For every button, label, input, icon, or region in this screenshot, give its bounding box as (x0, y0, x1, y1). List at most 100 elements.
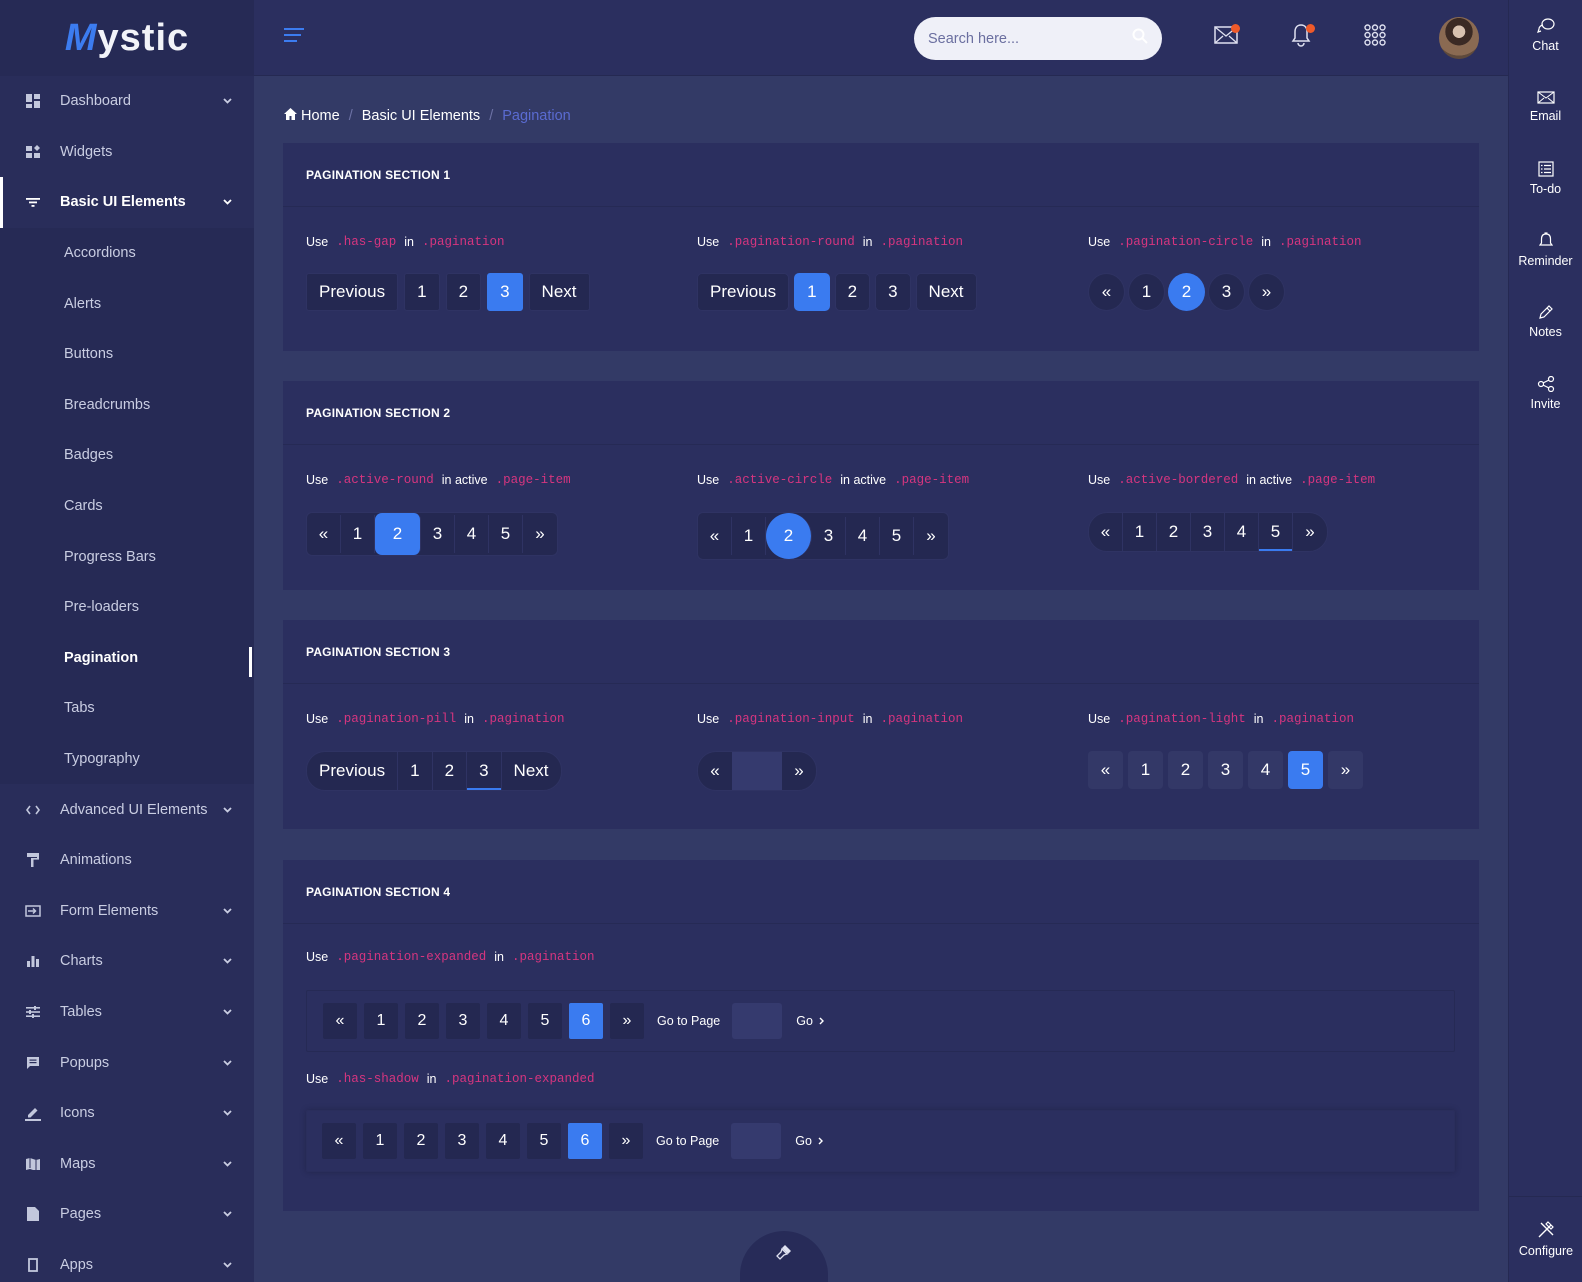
sidebar-item-widgets[interactable]: Widgets (0, 127, 254, 178)
page-2[interactable]: 2 (834, 273, 871, 311)
submenu-item-tabs[interactable]: Tabs (64, 700, 95, 717)
page-first[interactable]: « (1088, 273, 1125, 311)
page-2-active[interactable]: 2 (375, 513, 421, 555)
page-5-active[interactable]: 5 (1288, 751, 1323, 789)
quick-notes[interactable]: Notes (1509, 286, 1582, 358)
page-4[interactable]: 4 (1248, 751, 1283, 789)
avatar[interactable] (1439, 17, 1479, 59)
submenu-item-buttons[interactable]: Buttons (64, 346, 114, 363)
sidebar-item-basic-ui-elements[interactable]: Basic UI Elements (0, 177, 254, 228)
page-5[interactable]: 5 (528, 1003, 562, 1039)
sidebar-item-dashboard[interactable]: Dashboard (0, 76, 254, 127)
sidebar-item-pages[interactable]: Pages (0, 1189, 254, 1240)
page-1[interactable]: 1 (404, 273, 440, 311)
theme-customizer-button[interactable] (740, 1231, 828, 1282)
go-to-page-input[interactable] (732, 1003, 783, 1039)
page-last[interactable]: » (1328, 751, 1363, 789)
page-5-active[interactable]: 5 (1259, 513, 1293, 551)
page-3[interactable]: 3 (446, 1003, 480, 1039)
page-first[interactable]: « (698, 517, 732, 555)
page-next[interactable]: Next (915, 273, 977, 311)
page-last[interactable]: » (535, 524, 545, 543)
page-1[interactable]: 1 (364, 1003, 398, 1039)
page-3[interactable]: 3 (812, 517, 846, 555)
page-5[interactable]: 5 (527, 1123, 561, 1159)
page-4[interactable]: 4 (487, 1003, 521, 1039)
breadcrumb-parent[interactable]: Basic UI Elements (361, 108, 481, 124)
page-3[interactable]: 3 (421, 515, 455, 553)
configure-button[interactable]: Configure (1509, 1196, 1582, 1282)
submenu-item-badges[interactable]: Badges (64, 447, 114, 464)
page-1-active[interactable]: 1 (794, 273, 830, 311)
page-2[interactable]: 2 (404, 1123, 438, 1159)
submenu-item-typography[interactable]: Typography (64, 751, 140, 768)
page-1[interactable]: 1 (1123, 513, 1157, 551)
submenu-item-breadcrumbs[interactable]: Breadcrumbs (64, 396, 151, 413)
page-last[interactable]: » (926, 526, 936, 545)
page-3[interactable]: 3 (1208, 751, 1243, 789)
breadcrumb-home[interactable]: Home (301, 108, 340, 124)
go-to-page-input[interactable] (731, 1123, 782, 1159)
page-5[interactable]: 5 (880, 517, 914, 555)
page-3[interactable]: 3 (1191, 513, 1225, 551)
page-1[interactable]: 1 (732, 517, 766, 555)
go-button[interactable]: Go (796, 1014, 824, 1028)
apps-button[interactable] (1360, 22, 1390, 52)
page-1[interactable]: 1 (363, 1123, 397, 1159)
page-1[interactable]: 1 (341, 515, 375, 553)
submenu-item-cards[interactable]: Cards (64, 498, 103, 515)
page-3[interactable]: 3 (1208, 273, 1245, 311)
page-3-active[interactable]: 3 (467, 752, 502, 790)
submenu-item-accordions[interactable]: Accordions (64, 245, 136, 262)
page-2[interactable]: 2 (445, 273, 482, 311)
page-last[interactable]: » (609, 1123, 643, 1159)
page-6-active[interactable]: 6 (568, 1123, 602, 1159)
sidebar-item-apps[interactable]: Apps (0, 1240, 254, 1282)
page-2-active[interactable]: 2 (1168, 273, 1205, 311)
sidebar-item-popups[interactable]: Popups (0, 1037, 254, 1088)
page-1[interactable]: 1 (398, 752, 433, 790)
page-last[interactable]: » (1248, 273, 1285, 311)
notifications-button[interactable] (1286, 22, 1316, 52)
page-3[interactable]: 3 (445, 1123, 479, 1159)
quick-reminder[interactable]: Reminder (1509, 215, 1582, 287)
go-button[interactable]: Go (795, 1134, 823, 1148)
page-4[interactable]: 4 (455, 515, 489, 553)
page-2[interactable]: 2 (1157, 513, 1191, 551)
page-next[interactable]: Next (513, 761, 549, 780)
sidebar-item-icons[interactable]: Icons (0, 1088, 254, 1139)
mail-button[interactable] (1211, 22, 1241, 52)
sidebar-item-form-elements[interactable]: Form Elements (0, 886, 254, 937)
page-2[interactable]: 2 (405, 1003, 439, 1039)
page-1[interactable]: 1 (1128, 273, 1165, 311)
page-number-input[interactable] (732, 752, 782, 790)
page-previous[interactable]: Previous (306, 273, 399, 311)
page-4[interactable]: 4 (846, 517, 880, 555)
submenu-item-progress-bars[interactable]: Progress Bars (64, 548, 156, 565)
page-3[interactable]: 3 (875, 273, 911, 311)
page-first[interactable]: « (710, 761, 720, 780)
sidebar-item-tables[interactable]: Tables (0, 987, 254, 1038)
page-1[interactable]: 1 (1128, 751, 1163, 789)
page-2[interactable]: 2 (1168, 751, 1203, 789)
quick-chat[interactable]: Chat (1509, 0, 1582, 72)
menu-icon[interactable] (284, 28, 304, 44)
page-first[interactable]: « (1089, 513, 1123, 551)
quick-email[interactable]: Email (1509, 72, 1582, 144)
sidebar-item-maps[interactable]: Maps (0, 1138, 254, 1189)
page-previous[interactable]: Previous (697, 273, 790, 311)
page-last[interactable]: » (794, 761, 804, 780)
submenu-item-pagination[interactable]: Pagination (0, 633, 254, 684)
page-5[interactable]: 5 (489, 515, 523, 553)
page-first[interactable]: « (323, 1003, 357, 1039)
page-last[interactable]: » (1305, 522, 1315, 541)
submenu-item-alerts[interactable]: Alerts (64, 295, 102, 312)
page-3-active[interactable]: 3 (487, 273, 523, 311)
sidebar-item-charts[interactable]: Charts (0, 936, 254, 987)
sidebar-item-advanced-ui-elements[interactable]: Advanced UI Elements (0, 784, 254, 835)
page-next[interactable]: Next (528, 273, 590, 311)
search-input[interactable] (928, 30, 1132, 47)
submenu-item-pre-loaders[interactable]: Pre-loaders (64, 599, 139, 616)
page-previous[interactable]: Previous (307, 752, 399, 790)
